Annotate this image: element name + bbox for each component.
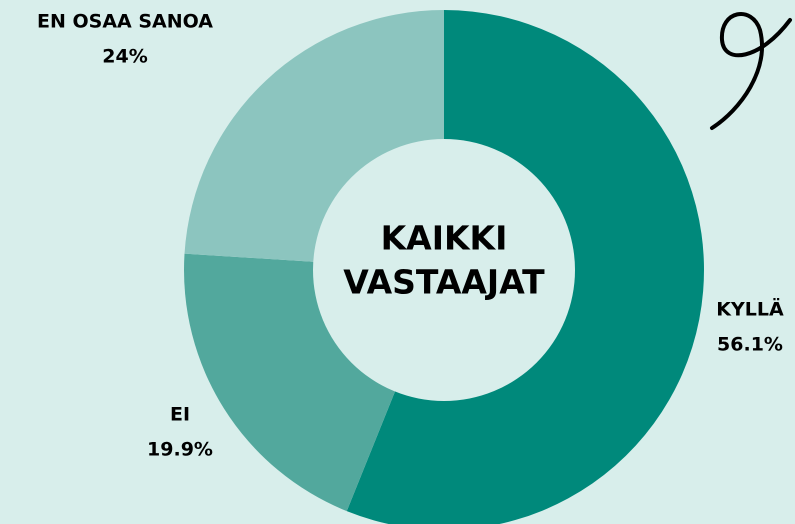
- scribble: [710, 12, 792, 130]
- value-label: 56.1%: [717, 334, 783, 356]
- category-label: EI: [170, 404, 190, 426]
- value-label: 24%: [102, 46, 147, 68]
- center-label: KAIKKI: [381, 219, 508, 258]
- category-label: EN OSAA SANOA: [37, 11, 213, 33]
- center-label: VASTAAJAT: [343, 263, 545, 302]
- donut-hole: [313, 139, 575, 401]
- category-label: KYLLÄ: [716, 297, 784, 321]
- value-label: 19.9%: [147, 439, 213, 461]
